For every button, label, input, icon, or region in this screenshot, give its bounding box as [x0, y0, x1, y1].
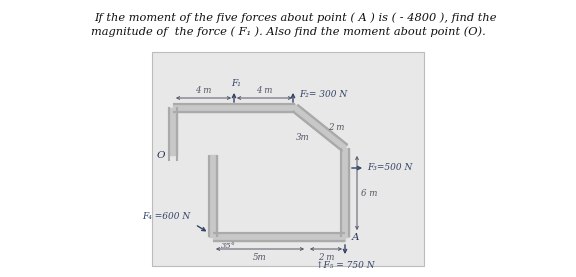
Text: 2 m: 2 m	[328, 124, 344, 132]
Text: 6 m: 6 m	[361, 189, 377, 198]
Polygon shape	[173, 104, 295, 112]
Text: 35°: 35°	[221, 242, 236, 250]
Text: A: A	[352, 232, 359, 242]
Polygon shape	[341, 148, 349, 237]
Text: If the moment of the five forces about point ( A ) is ( - 4800 ), find the: If the moment of the five forces about p…	[94, 12, 497, 22]
Text: O: O	[157, 150, 165, 160]
Polygon shape	[169, 108, 177, 155]
Text: F₂= 300 N: F₂= 300 N	[299, 90, 347, 99]
Text: F₃=500 N: F₃=500 N	[367, 163, 412, 173]
Polygon shape	[293, 105, 347, 151]
Text: magnitude of  the force ( F₁ ). Also find the moment about point (O).: magnitude of the force ( F₁ ). Also find…	[90, 26, 486, 37]
Text: 4 m: 4 m	[195, 86, 212, 95]
Polygon shape	[209, 155, 217, 237]
Text: F₁: F₁	[231, 79, 241, 88]
Text: ↑F₅ = 750 N: ↑F₅ = 750 N	[316, 261, 374, 270]
Text: 4 m: 4 m	[256, 86, 272, 95]
Polygon shape	[213, 233, 345, 241]
Text: 5m: 5m	[253, 253, 267, 262]
Text: F₄ =600 N: F₄ =600 N	[142, 212, 190, 221]
Text: 3m: 3m	[297, 134, 310, 142]
Bar	[152, 52, 424, 266]
Text: 2 m: 2 m	[318, 253, 334, 262]
